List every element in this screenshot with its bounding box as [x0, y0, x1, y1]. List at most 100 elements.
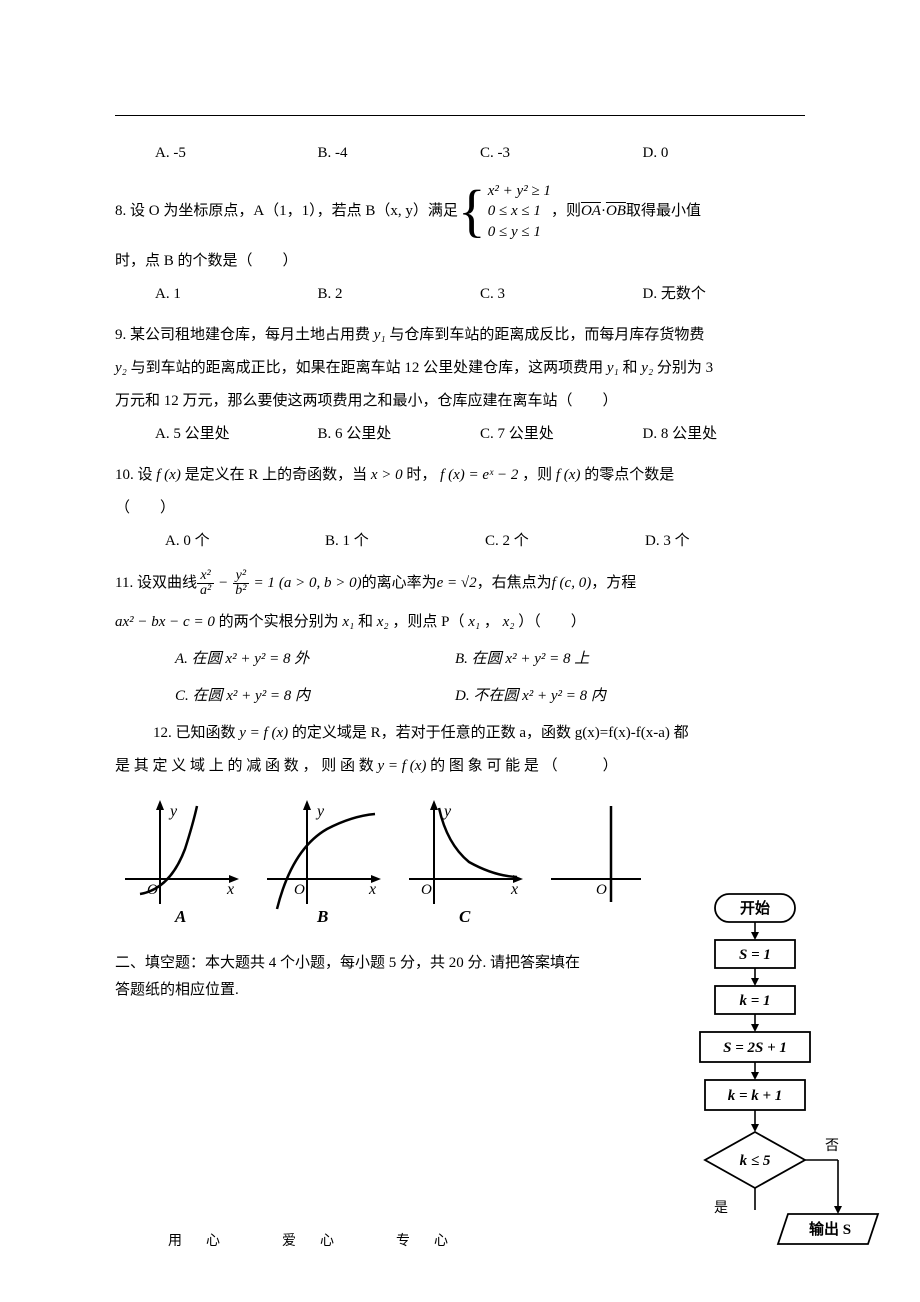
x2: x₂ — [377, 614, 389, 630]
yfx-b: y = f (x) — [378, 758, 427, 774]
x1b: x₁ — [468, 614, 480, 630]
svg-text:y: y — [442, 803, 452, 820]
svg-text:y: y — [168, 803, 178, 820]
opt-d: D. 0 — [643, 140, 806, 167]
q11-opts-row2: C. 在圆 x² + y² = 8 内 D. 不在圆 x² + y² = 8 内 — [115, 683, 805, 710]
svg-text:O: O — [294, 882, 305, 898]
q7-options: A. -5 B. -4 C. -3 D. 0 — [155, 140, 805, 167]
opt-a: A. 1 — [155, 281, 318, 308]
frac-x2a2: x²a² — [197, 569, 214, 599]
text: 12. 已知函数 — [153, 725, 239, 741]
text: 和 — [358, 614, 377, 630]
frac-y2b2: y²b² — [232, 569, 249, 599]
x2b: x₂ — [503, 614, 515, 630]
text: 与仓库到车站的距离成反比，而每月库存货物费 — [389, 327, 704, 343]
q9: 9. 某公司租地建仓库，每月土地占用费 y₁ 与仓库到车站的距离成反比，而每月库… — [115, 322, 805, 448]
q10-options: A. 0 个 B. 1 个 C. 2 个 D. 3 个 — [165, 528, 805, 555]
opt-d: D. 无数个 — [643, 281, 806, 308]
q8: 8. 设 O 为坐标原点，A（1，1），若点 B（x, y）满足 { x² + … — [115, 181, 805, 308]
opt-c: C. 3 — [480, 281, 643, 308]
text: ，则点 P（ — [392, 614, 464, 630]
text: 和 — [623, 360, 642, 376]
svg-text:开始: 开始 — [740, 899, 770, 917]
svg-text:O: O — [147, 882, 158, 898]
text: ，则 — [551, 198, 581, 225]
var-y1: y₁ — [374, 327, 386, 343]
text: 9. 某公司租地建仓库，每月土地占用费 — [115, 327, 374, 343]
vec-oa: OA — [581, 198, 601, 225]
page-footer: 用心 爱心 专心 — [0, 1229, 640, 1254]
opt-c: C. 7 公里处 — [480, 421, 643, 448]
sys-row: 0 ≤ y ≤ 1 — [488, 222, 551, 242]
svg-text:S = 2S + 1: S = 2S + 1 — [723, 1040, 787, 1056]
q11-opts-row1: A. 在圆 x² + y² = 8 外 B. 在圆 x² + y² = 8 上 — [115, 646, 805, 673]
text: 的零点个数是 — [584, 467, 674, 483]
sys-row: x² + y² ≥ 1 — [488, 181, 551, 201]
opt-d: D. 3 个 — [645, 528, 805, 555]
minus: − — [218, 570, 228, 597]
opt-b: B. -4 — [318, 140, 481, 167]
svg-text:O: O — [596, 882, 607, 898]
graph-a: y x O A — [115, 794, 245, 934]
text: ）（ ） — [518, 614, 586, 630]
text: 的离心率为 — [362, 570, 437, 597]
text: 分别为 3 — [657, 360, 713, 376]
text: ， — [484, 614, 499, 630]
opt-a: A. 0 个 — [165, 528, 325, 555]
q8-line2: 时，点 B 的个数是（ ） — [115, 248, 805, 275]
graph-d: O — [541, 794, 671, 934]
opt-c: C. -3 — [480, 140, 643, 167]
x1: x₁ — [342, 614, 354, 630]
svg-text:k = 1: k = 1 — [739, 993, 770, 1009]
opt-a: A. -5 — [155, 140, 318, 167]
text: 的 图 象 可 能 是 （ ） — [430, 758, 618, 774]
opt-b: B. 在圆 x² + y² = 8 上 — [455, 646, 589, 673]
q11: 11. 设双曲线 x²a² − y²b² = 1 (a > 0, b > 0) … — [115, 569, 805, 710]
focus: f (c, 0) — [552, 570, 592, 597]
text: 与到车站的距离成正比，如果在距离车站 12 公里处建仓库，这两项费用 — [131, 360, 607, 376]
svg-text:是: 是 — [714, 1201, 728, 1216]
yfx: y = f (x) — [239, 725, 288, 741]
text: 的两个实根分别为 — [219, 614, 343, 630]
svg-text:C: C — [459, 907, 471, 924]
svg-text:k ≤ 5: k ≤ 5 — [740, 1153, 771, 1169]
svg-text:x: x — [226, 881, 234, 898]
q10-paren: （ ） — [115, 495, 805, 522]
graph-c: y x O C — [399, 794, 529, 934]
opt-d: D. 8 公里处 — [643, 421, 806, 448]
opt-c: C. 在圆 x² + y² = 8 内 — [175, 683, 455, 710]
fx: f (x) — [156, 467, 181, 483]
opt-b: B. 1 个 — [325, 528, 485, 555]
svg-text:O: O — [421, 882, 432, 898]
text: 是 其 定 义 域 上 的 减 函 数 ， 则 函 数 — [115, 758, 378, 774]
vec-ob: OB — [606, 198, 626, 225]
text: 是定义在 R 上的奇函数，当 — [185, 467, 371, 483]
ecc: e = √2 — [437, 570, 477, 597]
eqn: ax² − bx − c = 0 — [115, 614, 215, 630]
q9-options: A. 5 公里处 B. 6 公里处 C. 7 公里处 D. 8 公里处 — [155, 421, 805, 448]
var-y2: y₂ — [115, 360, 127, 376]
text: (a > 0, b > 0) — [279, 570, 362, 597]
opt-c: C. 2 个 — [485, 528, 645, 555]
svg-text:输出 S: 输出 S — [809, 1220, 851, 1238]
text: 的定义域是 R，若对于任意的正数 a，函数 g(x)=f(x)-f(x-a) 都 — [292, 725, 689, 741]
q9-line3: 万元和 12 万元，那么要使这两项费用之和最小，仓库应建在离车站（ ） — [115, 388, 805, 415]
horizontal-rule — [115, 115, 805, 116]
svg-text:A: A — [174, 907, 186, 924]
svg-text:x: x — [510, 881, 518, 898]
svg-text:x: x — [368, 881, 376, 898]
eq1: = 1 — [253, 570, 274, 597]
text: 10. 设 — [115, 467, 156, 483]
q8-stem: 8. 设 O 为坐标原点，A（1，1），若点 B（x, y）满足 — [115, 198, 458, 225]
text: 取得最小值 — [626, 198, 701, 225]
cond: x > 0 — [371, 467, 403, 483]
q10: 10. 设 f (x) 是定义在 R 上的奇函数，当 x > 0 时， f (x… — [115, 462, 805, 555]
text: ，则 — [522, 467, 556, 483]
var-y1b: y₁ — [607, 360, 619, 376]
expr: f (x) = eˣ − 2 — [440, 467, 518, 483]
flowchart: 开始 S = 1 k = 1 S = 2S + 1 k = k + 1 k ≤ … — [670, 892, 880, 1262]
svg-text:S = 1: S = 1 — [739, 947, 771, 963]
opt-a: A. 在圆 x² + y² = 8 外 — [175, 646, 455, 673]
svg-text:否: 否 — [825, 1139, 839, 1154]
q8-options: A. 1 B. 2 C. 3 D. 无数个 — [155, 281, 805, 308]
